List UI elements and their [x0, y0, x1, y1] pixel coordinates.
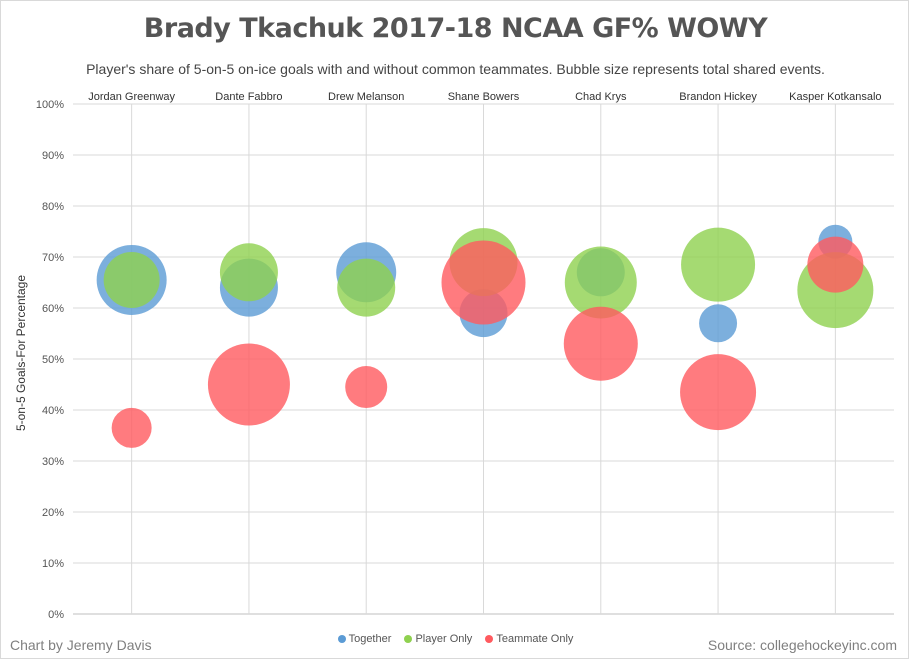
grid-layer — [73, 103, 894, 615]
category-label: Shane Bowers — [448, 91, 520, 103]
bubble-teammate-only — [111, 407, 152, 448]
category-label: Chad Krys — [575, 91, 627, 103]
bubble-player-only — [219, 243, 278, 302]
bubble-player-only — [337, 258, 396, 317]
bubble-teammate-only — [207, 343, 290, 426]
y-tick-layer: 0% 10% 20% 30% 40% 50% 60% 70% 80% 90% 100% — [36, 99, 64, 621]
bubble-teammate-only — [345, 366, 388, 409]
y-tick-label: 70% — [42, 252, 64, 264]
chart-title: Brady Tkachuk 2017-18 NCAA GF% WOWY — [143, 13, 768, 44]
y-tick-label: 100% — [36, 99, 64, 111]
y-tick-label: 40% — [42, 405, 64, 417]
legend-item-teammate-only: Teammate Only — [485, 633, 573, 645]
bubble-teammate-only — [563, 306, 638, 381]
legend-label-together: Together — [348, 633, 392, 645]
bubble-player-only — [103, 251, 160, 308]
legend-dot-player-only — [404, 635, 413, 643]
legend-dot-together — [337, 635, 346, 643]
bubble-player-only — [681, 227, 756, 302]
category-label: Kasper Kotkansalo — [789, 91, 881, 103]
bubble-layer — [96, 224, 874, 448]
legend: Together Player Only Teammate Only — [1, 633, 909, 646]
category-label: Jordan Greenway — [88, 91, 175, 103]
y-tick-label: 50% — [42, 354, 64, 366]
y-tick-label: 60% — [42, 303, 64, 315]
y-tick-label: 10% — [42, 558, 64, 570]
chart-subtitle: Player's share of 5-on-5 on-ice goals wi… — [86, 61, 825, 77]
y-tick-label: 30% — [42, 456, 64, 468]
category-label: Dante Fabbro — [215, 91, 282, 103]
chart-source: Source: collegehockeyinc.com — [707, 637, 897, 653]
y-tick-label: 20% — [42, 507, 64, 519]
bubble-teammate-only — [807, 236, 864, 293]
legend-dot-teammate-only — [485, 635, 494, 643]
category-label: Drew Melanson — [328, 91, 404, 103]
category-label-layer: Jordan Greenway Dante Fabbro Drew Melanson… — [88, 91, 881, 103]
y-tick-label: 90% — [42, 150, 64, 162]
legend-item-player-only: Player Only — [404, 633, 472, 645]
bubble-player-only — [564, 246, 637, 319]
bubble-teammate-only — [441, 240, 526, 325]
legend-item-together: Together — [337, 633, 392, 645]
chart-credit: Chart by Jeremy Davis — [10, 637, 152, 653]
bubble-together — [699, 304, 738, 343]
y-tick-label: 0% — [48, 609, 64, 621]
legend-label-player-only: Player Only — [415, 633, 473, 645]
y-tick-label: 80% — [42, 201, 64, 213]
category-label: Brandon Hickey — [679, 91, 757, 103]
bubble-teammate-only — [680, 354, 757, 431]
legend-label-teammate-only: Teammate Only — [496, 633, 574, 645]
